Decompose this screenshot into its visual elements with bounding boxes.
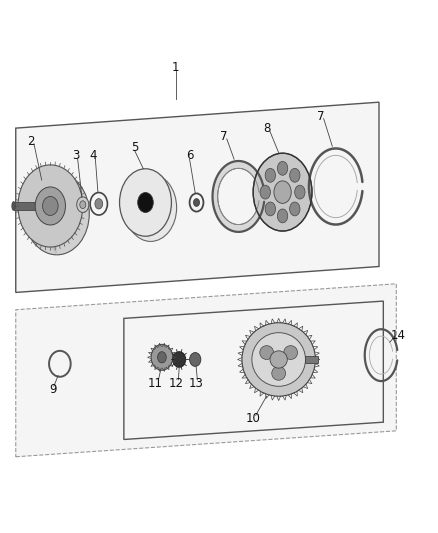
Ellipse shape xyxy=(120,169,171,236)
Ellipse shape xyxy=(42,197,58,215)
Polygon shape xyxy=(212,161,265,232)
Ellipse shape xyxy=(173,352,186,367)
Ellipse shape xyxy=(190,352,201,366)
Ellipse shape xyxy=(290,202,300,216)
Text: 3: 3 xyxy=(72,149,79,162)
Polygon shape xyxy=(145,169,151,241)
Polygon shape xyxy=(16,102,379,293)
Text: 5: 5 xyxy=(131,141,138,154)
Ellipse shape xyxy=(158,352,166,363)
Ellipse shape xyxy=(12,201,15,211)
Ellipse shape xyxy=(295,185,305,199)
Ellipse shape xyxy=(284,345,297,359)
Ellipse shape xyxy=(265,168,276,182)
Text: 7: 7 xyxy=(317,109,325,123)
Ellipse shape xyxy=(242,322,315,396)
Text: 14: 14 xyxy=(391,329,406,342)
Text: 9: 9 xyxy=(49,383,56,396)
Ellipse shape xyxy=(277,161,288,175)
Text: 10: 10 xyxy=(245,412,260,425)
Ellipse shape xyxy=(138,192,153,213)
Ellipse shape xyxy=(272,366,286,380)
Ellipse shape xyxy=(25,173,89,255)
Ellipse shape xyxy=(253,153,312,231)
Text: 7: 7 xyxy=(219,130,227,143)
Ellipse shape xyxy=(18,165,83,247)
Text: 12: 12 xyxy=(168,377,183,390)
Ellipse shape xyxy=(95,199,102,209)
Polygon shape xyxy=(16,284,396,457)
Ellipse shape xyxy=(35,187,66,225)
Ellipse shape xyxy=(265,202,276,216)
Polygon shape xyxy=(50,165,57,255)
Ellipse shape xyxy=(151,344,173,370)
Polygon shape xyxy=(14,201,46,211)
Ellipse shape xyxy=(260,185,270,199)
Ellipse shape xyxy=(290,168,300,182)
Ellipse shape xyxy=(277,209,288,223)
Ellipse shape xyxy=(194,199,200,206)
Text: 6: 6 xyxy=(186,149,193,162)
Text: 11: 11 xyxy=(148,377,163,390)
Text: 1: 1 xyxy=(172,61,180,74)
Ellipse shape xyxy=(80,201,86,208)
Polygon shape xyxy=(124,301,383,440)
Ellipse shape xyxy=(125,174,177,241)
Ellipse shape xyxy=(260,345,274,359)
Text: 8: 8 xyxy=(264,123,271,135)
Ellipse shape xyxy=(252,333,305,386)
Text: 13: 13 xyxy=(189,377,204,390)
Text: 4: 4 xyxy=(90,149,97,162)
Polygon shape xyxy=(305,356,318,364)
Ellipse shape xyxy=(270,351,287,368)
Ellipse shape xyxy=(274,181,291,204)
Text: 2: 2 xyxy=(27,135,35,148)
Ellipse shape xyxy=(77,197,89,213)
